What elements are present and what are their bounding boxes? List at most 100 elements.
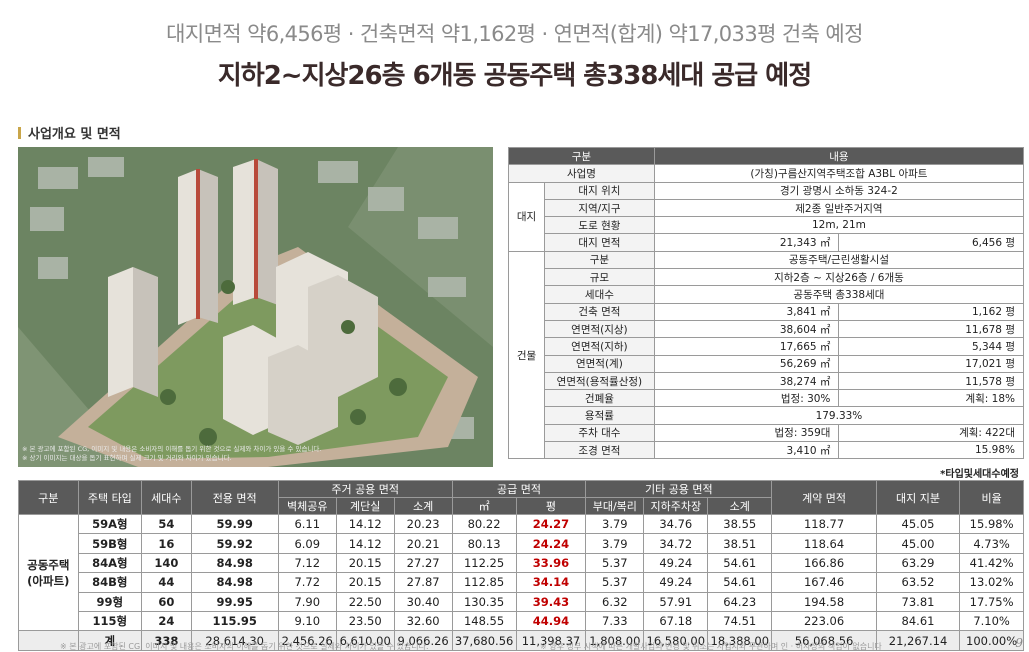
unit-cell-type: 84A형 [77,552,143,574]
unit-total-type: 계 [77,630,143,651]
overview-label: 지역/지구 [543,198,655,218]
unit-cell-rsub: 27.27 [393,552,453,574]
overview-row: 세대수 공동주택 총338세대 [509,285,1025,304]
overview-value: 공동주택 총338세대 [653,285,1025,304]
overview-value: 12m, 21m [653,216,1025,235]
unit-cell-ratio: 41.42% [959,552,1024,574]
unit-cell-contract: 167.46 [771,572,877,593]
overview-row: 건축 면적 3,841 ㎡ 1,162 평 [509,302,1024,321]
unit-cell-park: 34.76 [643,513,709,535]
unit-cell-type: 59B형 [77,533,143,554]
unit-row: 59B형 16 59.92 6.09 14.12 20.21 80.13 24.24 3.79 3… [19,533,1024,554]
unit-cell-stair: 22.50 [335,591,395,612]
unit-cell-park: 49.24 [643,552,709,574]
unit-cell-rsub: 20.23 [393,513,453,535]
overview-row: 연면적(지상) 38,604 ㎡ 11,678 평 [509,319,1024,339]
unit-cell-park: 49.24 [643,572,709,593]
overview-header-content: 내용 [653,146,1025,166]
overview-row: 규모 지하2층 ~ 지상26층 / 6개동 [509,268,1025,287]
unit-cell-ratio: 4.73% [959,533,1024,554]
unit-total-stair: 6,610.00 [335,630,395,651]
overview-value-m2: 21,343 ㎡ [653,233,840,252]
headline-main: 지하2~지상26층 6개동 공동주택 총338세대 공급 예정 [217,61,812,91]
rendering-disclaimer: ※ 본 광고에 포함된 CG, 이미지 및 내용은 소비자의 이해를 돕기 위한… [22,445,321,463]
overview-row: 지역/지구 제2종 일반주거지역 [509,198,1025,218]
overview-row: 건물 구분 공동주택/근린생활시설 [508,250,1025,460]
unit-cell-excl: 84.98 [190,552,279,574]
overview-group-site: 대지 [508,181,545,252]
units-subheader: 부대/복리 [585,497,645,515]
unit-cell-rsub: 30.40 [393,591,453,612]
overview-value: 지하2층 ~ 지상26층 / 6개동 [653,268,1025,287]
unit-cell-stair: 20.15 [335,572,395,593]
section-bar-icon [18,126,21,139]
unit-total-spy: 11,398.37 [515,630,587,651]
page-number: 9 [1015,636,1023,650]
unit-cell-excl: 59.92 [190,533,279,554]
overview-label: 대지 위치 [543,181,655,200]
overview-value-legal: 법정: 30% [653,389,840,408]
unit-row: 84A형 140 84.98 7.12 20.15 27.27 112.25 33.96 5.3… [19,552,1024,574]
unit-row: 공동주택 (아파트) 59A형 54 59.99 6.11 14.12 20.23 80.22 2… [18,513,1024,632]
overview-row: 연면적(용적률산정) 38,274 ㎡ 11,578 평 [509,371,1024,391]
unit-cell-wall: 9.10 [277,610,337,632]
unit-group-label-line2: (아파트) [27,573,70,588]
unit-cell-count: 60 [141,591,192,612]
unit-cell-spy: 24.27 [515,513,587,535]
unit-cell-park: 34.72 [643,533,709,554]
unit-cell-rsub: 27.87 [393,572,453,593]
complex-rendering-svg [18,147,493,467]
unit-total-land: 21,267.14 [875,630,961,651]
unit-total-excl: 28,614.30 [190,630,279,651]
overview-value-plan: 계획: 422대 [838,423,1024,443]
units-header-land: 대지 지분 [875,480,961,515]
units-header-category: 구분 [18,480,79,515]
unit-total-park: 16,580.00 [643,630,709,651]
unit-cell-type: 115형 [77,610,143,632]
unit-cell-wall: 7.90 [277,591,337,612]
unit-cell-excl: 99.95 [190,591,279,612]
unit-cell-type: 99형 [77,591,143,612]
unit-row: 115형 24 115.95 9.10 23.50 32.60 148.55 44.94 7.3… [19,610,1024,632]
overview-header-row: 구분 내용 [508,146,1025,166]
overview-label: 규모 [543,268,655,287]
units-header-other-common: 기타 공용 면적 [585,480,773,498]
unit-cell-contract: 118.64 [771,533,877,554]
unit-cell-wall: 6.09 [277,533,337,554]
units-header-type: 주택 타입 [77,480,143,515]
unit-cell-wall: 6.11 [277,513,337,535]
overview-value-py: 5,344 평 [838,337,1024,356]
unit-cell-osub: 38.55 [707,513,773,535]
rendering-note-2: ※ 상기 이미지는 대상을 돕기 표현하며 실제 크기 및 거리와 차이가 있습… [22,454,232,462]
unit-cell-type: 59A형 [77,513,143,535]
unit-cell-land: 45.05 [875,513,961,535]
complex-rendering-image: ※ 본 광고에 포함된 CG, 이미지 및 내용은 소비자의 이해를 돕기 위한… [18,147,493,467]
unit-cell-wall: 7.72 [277,572,337,593]
unit-cell-contract: 166.86 [771,552,877,574]
unit-cell-contract: 223.06 [771,610,877,632]
unit-cell-osub: 54.61 [707,572,773,593]
overview-row: 사업명 (가칭)구름산지역주택조합 A3BL 아파트 [508,164,1025,183]
overview-value-m2: 17,665 ㎡ [653,337,840,356]
unit-cell-stair: 14.12 [335,533,395,554]
overview-value-m2: 38,604 ㎡ [653,319,840,339]
unit-cell-count: 140 [141,552,192,574]
overview-value: 공동주택/근린생활시설 [653,250,1025,270]
unit-group-label-line1: 공동주택 [27,557,70,572]
unit-cell-land: 63.29 [875,552,961,574]
overview-header-category: 구분 [508,146,655,166]
overview-value: 경기 광명시 소하동 324-2 [653,181,1025,200]
unit-cell-land: 84.61 [875,610,961,632]
unit-total-osub: 18,388.00 [707,630,773,651]
unit-cell-sm2: 130.35 [451,591,517,612]
overview-label: 대지 면적 [543,233,655,252]
unit-cell-count: 24 [141,610,192,632]
overview-value-m2: 38,274 ㎡ [653,371,840,391]
overview-value-m2: 3,410 ㎡ [653,441,840,460]
unit-cell-amen: 6.32 [585,591,645,612]
unit-cell-sm2: 80.13 [451,533,517,554]
unit-cell-sm2: 80.22 [451,513,517,535]
unit-cell-excl: 115.95 [190,610,279,632]
unit-area-table: 구분 주택 타입 세대수 전용 면적 주거 공용 면적 공급 면적 기타 공용 … [18,480,1024,651]
unit-cell-contract: 194.58 [771,591,877,612]
